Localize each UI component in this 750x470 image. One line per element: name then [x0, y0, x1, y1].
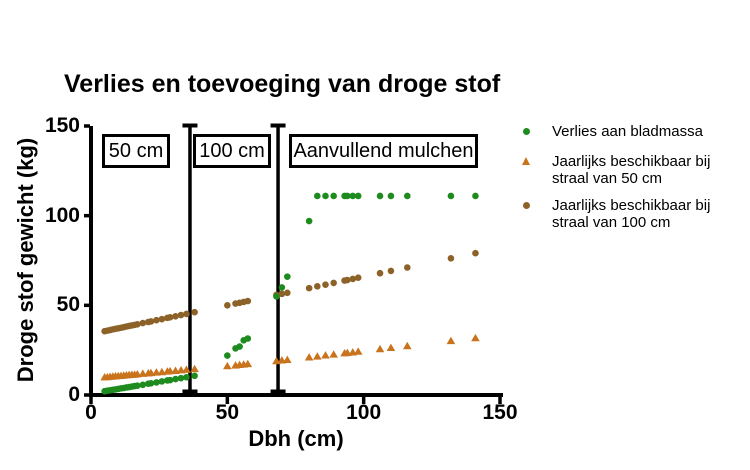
y-tick-label: 0	[68, 383, 80, 406]
data-point-circle	[244, 335, 252, 342]
data-point-circle	[183, 373, 190, 381]
legend-item-50cm: Jaarlijks beschikbaar bij straal van 50 …	[520, 153, 738, 187]
data-point-triangle	[402, 341, 412, 350]
data-point-triangle	[321, 351, 330, 359]
data-point-circle	[224, 352, 231, 359]
data-point-circle	[177, 374, 185, 382]
y-tick-label: 150	[44, 114, 80, 137]
x-tick-label: 50	[215, 401, 239, 424]
data-point-circle	[273, 293, 280, 300]
zone-box-50cm: 50 cm	[102, 134, 170, 168]
data-point-circle	[376, 192, 384, 200]
data-point-circle	[278, 290, 286, 298]
data-point-triangle	[243, 359, 253, 368]
legend-swatch-orange-triangle-icon	[520, 153, 532, 165]
legend-item-100cm: Jaarlijks beschikbaar bij straal van 100…	[520, 197, 738, 231]
legend-item-label: Jaarlijks beschikbaar bij straal van 100…	[552, 197, 711, 231]
data-point-circle	[134, 321, 141, 328]
data-point-triangle	[386, 343, 396, 351]
data-point-circle	[330, 279, 337, 287]
data-point-circle	[322, 192, 329, 200]
zone-box-50cm-label: 50 cm	[108, 139, 164, 162]
data-point-circle	[314, 283, 321, 290]
data-point-circle	[305, 217, 313, 225]
data-point-circle	[284, 273, 291, 280]
data-point-circle	[224, 302, 231, 309]
data-point-circle	[387, 192, 395, 200]
data-point-circle	[134, 382, 141, 389]
data-point-circle	[314, 192, 321, 200]
zone-box-aanvullend-mulchen: Aanvullend mulchen	[289, 134, 478, 168]
data-point-circle	[387, 267, 395, 275]
data-point-circle	[472, 192, 479, 200]
data-point-circle	[153, 379, 160, 386]
y-tick-label: 100	[44, 203, 80, 227]
data-point-circle	[172, 375, 179, 383]
data-point-circle	[244, 297, 252, 305]
data-point-triangle	[446, 336, 456, 345]
data-point-circle	[349, 275, 357, 283]
data-point-triangle	[190, 364, 199, 373]
data-point-circle	[183, 310, 190, 318]
data-point-circle	[330, 192, 337, 200]
data-point-circle	[158, 315, 166, 323]
data-point-triangle	[304, 353, 314, 361]
y-tick-label: 50	[56, 293, 80, 317]
data-point-circle	[191, 372, 198, 380]
data-point-circle	[447, 255, 455, 262]
x-tick-label: 150	[482, 401, 518, 424]
legend-item-verlies: Verlies aan bladmassa	[520, 123, 738, 140]
zone-box-100cm: 100 cm	[193, 134, 271, 168]
data-point-circle	[305, 284, 313, 292]
data-point-circle	[139, 381, 147, 389]
x-tick-label: 100	[346, 401, 382, 424]
legend-item-label: Jaarlijks beschikbaar bij straal van 50 …	[552, 153, 711, 187]
data-point-circle	[278, 284, 286, 291]
data-point-triangle	[375, 344, 385, 353]
data-point-triangle	[329, 350, 338, 358]
data-point-triangle	[223, 361, 232, 370]
data-point-triangle	[283, 355, 292, 364]
zone-box-aanvullend-mulchen-label: Aanvullend mulchen	[293, 139, 474, 162]
data-point-circle	[344, 276, 351, 284]
data-point-circle	[354, 274, 362, 282]
data-point-circle	[172, 312, 179, 320]
data-point-circle	[177, 311, 185, 319]
data-point-circle	[191, 308, 198, 316]
data-point-circle	[158, 378, 166, 385]
data-point-triangle	[313, 352, 322, 360]
data-point-circle	[284, 289, 291, 297]
data-point-circle	[447, 192, 455, 200]
legend: Verlies aan bladmassa Jaarlijks beschikb…	[520, 123, 738, 231]
data-point-triangle	[471, 333, 480, 342]
x-tick-label: 0	[85, 401, 97, 424]
data-point-circle	[153, 316, 160, 324]
legend-swatch-brown-circle-icon	[520, 197, 532, 209]
data-point-circle	[354, 192, 362, 200]
data-point-triangle	[353, 347, 363, 355]
data-point-circle	[147, 380, 155, 387]
data-point-circle	[139, 319, 147, 327]
data-point-circle	[236, 343, 243, 350]
data-point-circle	[349, 192, 357, 200]
data-point-circle	[344, 192, 351, 200]
zone-box-100cm-label: 100 cm	[199, 139, 265, 162]
x-axis-title: Dbh (cm)	[248, 426, 344, 451]
legend-swatch-green-circle-icon	[520, 123, 532, 135]
legend-item-label: Verlies aan bladmassa	[552, 123, 703, 140]
data-point-circle	[403, 192, 411, 200]
data-point-circle	[403, 264, 411, 271]
data-point-circle	[376, 269, 384, 277]
chart-title: Verlies en toevoeging van droge stof	[64, 70, 501, 98]
data-point-circle	[147, 318, 155, 325]
data-point-circle	[472, 249, 479, 257]
data-point-circle	[322, 281, 329, 289]
data-point-circle	[166, 314, 174, 321]
data-point-triangle	[182, 365, 191, 373]
data-point-circle	[166, 376, 174, 384]
